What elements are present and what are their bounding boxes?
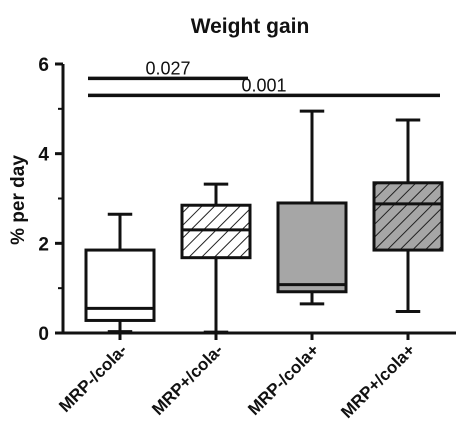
box-MRP+/cola- [180,182,252,334]
y-tick-label: 6 [38,55,49,76]
box-hatch [374,182,442,251]
y-tick-label: 2 [38,234,49,255]
boxes [84,109,444,334]
box-MRP+/cola+ [372,118,444,313]
y-tick-label: 0 [38,324,49,345]
box-outline [180,203,252,260]
p-value-label: 0.027 [145,58,190,78]
significance-bracket: 0.001 [88,75,440,98]
box-MRP-/cola+ [276,109,348,306]
chart-title: Weight gain [191,15,310,38]
significance-bracket: 0.027 [88,58,248,81]
x-tick-label: MRP-/cola- [55,340,131,416]
x-tick-label: MRP-/cola+ [244,340,323,419]
y-tick-label: 4 [38,145,49,166]
box-hatch [182,205,250,258]
box-outline [372,181,444,252]
box-fill [278,202,346,292]
box-MRP-/cola- [84,212,156,334]
box-fill [86,250,154,321]
x-tick-label: MRP+/cola+ [337,340,419,422]
box-outline [84,248,156,322]
y-axis-label: % per day [8,155,29,245]
significance-annotations: 0.027 0.001 [88,58,440,98]
x-tick-label: MRP+/cola- [148,340,227,419]
box-outline [276,201,348,294]
p-value-label: 0.001 [241,75,286,95]
